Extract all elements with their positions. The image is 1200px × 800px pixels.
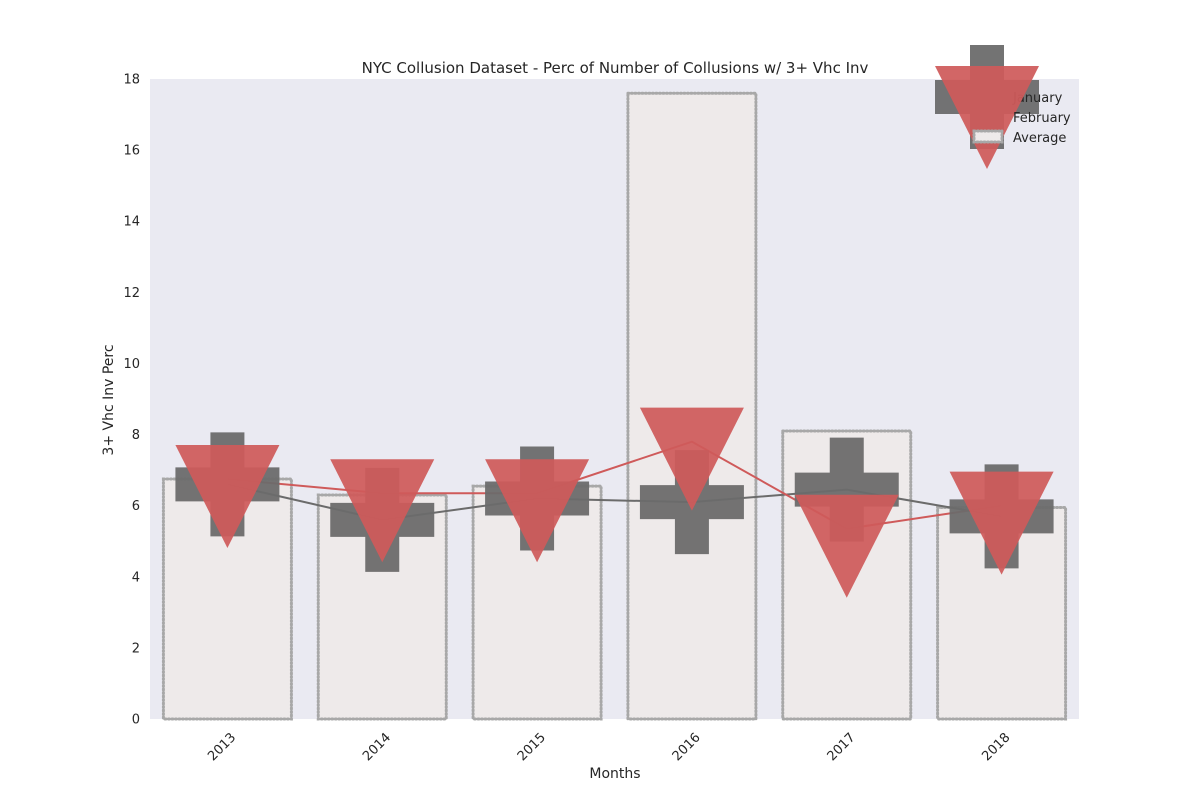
chart-title: NYC Collusion Dataset - Perc of Number o… bbox=[362, 59, 869, 77]
y-tick-label: 16 bbox=[123, 144, 140, 159]
legend-marker-february bbox=[935, 66, 1039, 169]
y-tick-label: 6 bbox=[132, 499, 140, 514]
february-marker-2015 bbox=[485, 459, 590, 563]
x-axis-label: Months bbox=[589, 766, 640, 782]
x-tick-label-2015: 2015 bbox=[515, 730, 549, 764]
february-marker-2016 bbox=[639, 407, 744, 511]
legend-label-average: Average bbox=[1013, 131, 1066, 146]
legend-label-february: February bbox=[1013, 111, 1071, 126]
legend: January February Average bbox=[935, 45, 1071, 169]
february-marker-2014 bbox=[330, 459, 435, 563]
y-tick-label: 10 bbox=[123, 357, 140, 372]
february-marker-2018 bbox=[949, 471, 1054, 575]
x-tick-label-2014: 2014 bbox=[360, 730, 394, 764]
y-tick-label: 14 bbox=[123, 215, 140, 230]
x-tick-label-2016: 2016 bbox=[670, 730, 704, 764]
y-tick-label: 4 bbox=[132, 570, 140, 585]
x-tick-label-2018: 2018 bbox=[979, 730, 1013, 764]
y-axis-label: 3+ Vhc Inv Perc bbox=[101, 344, 117, 455]
y-tick-label: 12 bbox=[123, 286, 140, 301]
y-tick-label: 8 bbox=[132, 428, 140, 443]
markers-layer bbox=[175, 407, 1054, 598]
february-marker-2013 bbox=[175, 445, 280, 548]
february-marker-2017 bbox=[794, 494, 899, 598]
y-tick-label: 2 bbox=[132, 641, 140, 656]
x-tick-label-2017: 2017 bbox=[825, 730, 859, 764]
legend-marker-average bbox=[972, 129, 1004, 144]
y-axis: 0 2 4 6 8 10 12 14 16 18 bbox=[123, 73, 140, 728]
legend-label-january: January bbox=[1012, 91, 1063, 106]
x-axis: 2013 2014 2015 2016 2017 2018 bbox=[205, 730, 1013, 764]
january-marker-2017 bbox=[794, 437, 899, 542]
plot-area bbox=[150, 79, 1079, 719]
average-bar-2018 bbox=[936, 505, 1068, 721]
x-tick-label-2013: 2013 bbox=[205, 730, 239, 764]
y-tick-label: 0 bbox=[132, 713, 140, 728]
average-bar-2016 bbox=[626, 91, 758, 721]
y-tick-label: 18 bbox=[123, 73, 140, 88]
